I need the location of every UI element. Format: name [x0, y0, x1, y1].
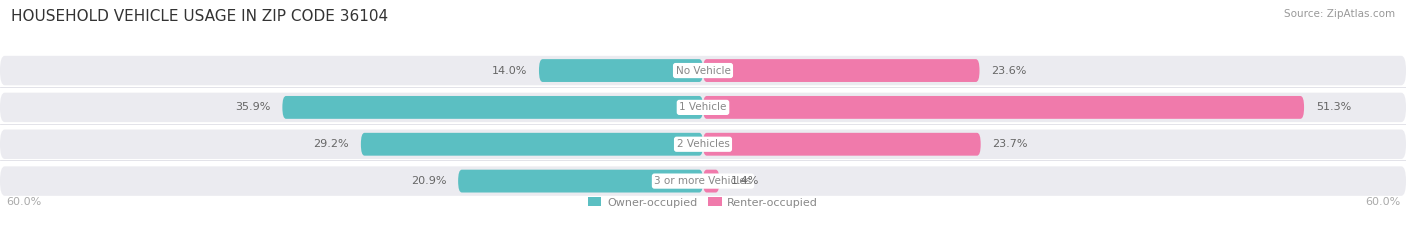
- Legend: Owner-occupied, Renter-occupied: Owner-occupied, Renter-occupied: [583, 193, 823, 212]
- Text: Source: ZipAtlas.com: Source: ZipAtlas.com: [1284, 9, 1395, 19]
- FancyBboxPatch shape: [703, 96, 1305, 119]
- FancyBboxPatch shape: [703, 59, 980, 82]
- Text: 20.9%: 20.9%: [411, 176, 447, 186]
- Text: 3 or more Vehicles: 3 or more Vehicles: [654, 176, 752, 186]
- Text: 1.4%: 1.4%: [731, 176, 759, 186]
- Text: 60.0%: 60.0%: [1365, 197, 1400, 207]
- FancyBboxPatch shape: [0, 93, 1406, 122]
- FancyBboxPatch shape: [538, 59, 703, 82]
- FancyBboxPatch shape: [703, 133, 981, 156]
- FancyBboxPatch shape: [361, 133, 703, 156]
- Text: No Vehicle: No Vehicle: [675, 65, 731, 75]
- FancyBboxPatch shape: [0, 166, 1406, 196]
- FancyBboxPatch shape: [703, 170, 720, 192]
- Text: 60.0%: 60.0%: [6, 197, 41, 207]
- Text: 2 Vehicles: 2 Vehicles: [676, 139, 730, 149]
- FancyBboxPatch shape: [0, 56, 1406, 85]
- Text: 29.2%: 29.2%: [314, 139, 349, 149]
- FancyBboxPatch shape: [0, 130, 1406, 159]
- Text: 14.0%: 14.0%: [492, 65, 527, 75]
- Text: 51.3%: 51.3%: [1316, 102, 1351, 112]
- Text: HOUSEHOLD VEHICLE USAGE IN ZIP CODE 36104: HOUSEHOLD VEHICLE USAGE IN ZIP CODE 3610…: [11, 9, 388, 24]
- Text: 23.7%: 23.7%: [993, 139, 1028, 149]
- Text: 1 Vehicle: 1 Vehicle: [679, 102, 727, 112]
- Text: 23.6%: 23.6%: [991, 65, 1026, 75]
- FancyBboxPatch shape: [458, 170, 703, 192]
- Text: 35.9%: 35.9%: [235, 102, 271, 112]
- FancyBboxPatch shape: [283, 96, 703, 119]
